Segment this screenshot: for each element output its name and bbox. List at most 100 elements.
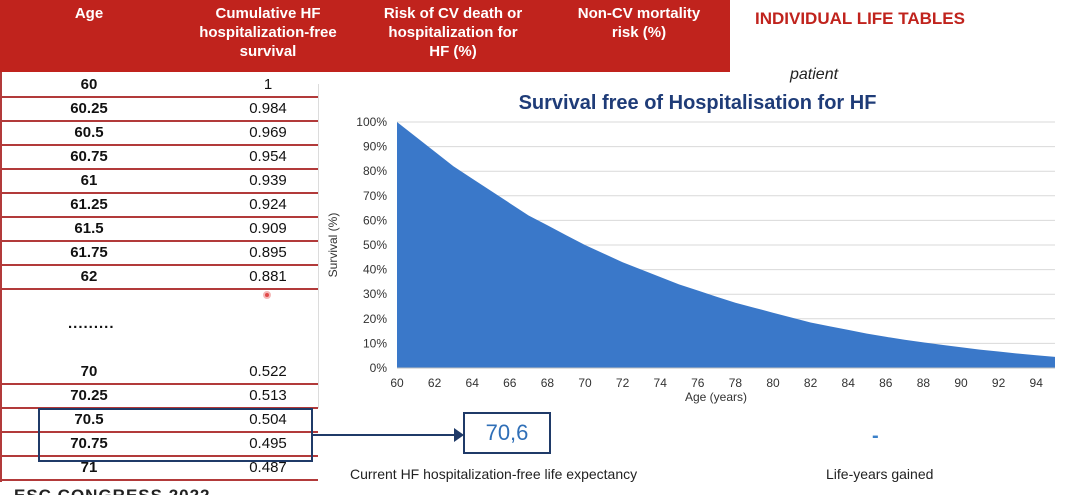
cell-age: 61.75 [70, 244, 108, 261]
x-tick-label: 76 [691, 376, 705, 390]
arrow-head-icon [454, 428, 464, 442]
x-tick-label: 90 [954, 376, 968, 390]
x-tick-label: 86 [879, 376, 893, 390]
y-tick-label: 70% [363, 189, 387, 203]
y-tick-label: 0% [370, 361, 388, 375]
header-survival-line: Cumulative HF [215, 5, 321, 22]
table-row: 60.25 0.984 [0, 98, 318, 122]
cell-age: 71 [80, 459, 98, 476]
x-tick-label: 70 [578, 376, 592, 390]
table-row: 61 0.939 [0, 170, 318, 194]
life-years-value: - [872, 425, 879, 447]
table-row: 60.75 0.954 [0, 146, 318, 170]
cell-survival: 0.954 [249, 148, 287, 165]
cell-age: 61 [80, 172, 98, 189]
life-expectancy-value: 70,6 [463, 412, 551, 454]
table-row: 71 0.487 [0, 457, 318, 481]
x-tick-label: 88 [917, 376, 931, 390]
cell-age: 61.25 [70, 196, 108, 213]
table-row: 70 0.522 [0, 361, 318, 385]
individual-life-tables-title: INDIVIDUAL LIFE TABLES [755, 9, 965, 28]
table-row: 61.75 0.895 [0, 242, 318, 266]
cell-age: 60.75 [70, 148, 108, 165]
cell-survival: 0.924 [249, 196, 287, 213]
cell-age: 70.75 [70, 435, 108, 452]
header-cv-line: Risk of CV death or [383, 5, 523, 22]
x-tick-label: 62 [428, 376, 442, 390]
table-row: 62 0.881 [0, 266, 318, 290]
cell-age: 70 [80, 363, 98, 380]
table-row: 70.25 0.513 [0, 385, 318, 409]
life-expectancy-label: Current HF hospitalization-free life exp… [350, 466, 638, 482]
x-tick-label: 80 [766, 376, 780, 390]
header-age: Age [74, 5, 104, 22]
chart-canvas: 0% 10% 20% 30% 40% 50% 60% 70% 80% 90% 100% 60 62 64 6… [326, 115, 1055, 404]
x-tick-label: 94 [1030, 376, 1044, 390]
header-noncv-line: risk (%) [611, 24, 667, 41]
y-tick-label: 30% [363, 287, 387, 301]
header-survival-line: survival [239, 43, 297, 60]
cell-age: 61.5 [74, 220, 104, 237]
x-tick-label: 82 [804, 376, 818, 390]
cell-age: 70.5 [74, 411, 104, 428]
y-tick-label: 90% [363, 140, 387, 154]
table-row: 61.25 0.924 [0, 194, 318, 218]
x-tick-label: 60 [390, 376, 404, 390]
cell-survival: 0.495 [249, 435, 287, 452]
x-tick-label: 66 [503, 376, 517, 390]
y-tick-label: 40% [363, 263, 387, 277]
table-header: Age Cumulative HF hospitalization-free s… [0, 0, 730, 72]
x-tick-label: 64 [466, 376, 480, 390]
cursor-dot [263, 291, 271, 299]
header-survival-line: hospitalization-free [199, 24, 337, 41]
table-left-border [0, 72, 2, 482]
arrow-line [313, 434, 456, 436]
x-tick-label: 68 [541, 376, 555, 390]
survival-area [397, 122, 1055, 368]
patient-label: patient [790, 66, 839, 83]
y-tick-label: 80% [363, 164, 387, 178]
x-tick-label: 74 [654, 376, 668, 390]
cell-age: 60 [80, 76, 98, 93]
table-row: 70.5 0.504 [0, 409, 318, 433]
header-survival: Cumulative HF hospitalization-free survi… [178, 4, 358, 61]
cell-survival: 0.984 [249, 100, 287, 117]
y-axis-label: Survival (%) [326, 213, 340, 278]
x-tick-label: 78 [729, 376, 743, 390]
survival-chart: 0% 10% 20% 30% 40% 50% 60% 70% 80% 90% 100% 60 62 64 6… [318, 84, 1076, 408]
y-tick-label: 20% [363, 312, 387, 326]
cell-survival: 0.504 [249, 411, 287, 428]
cell-survival: 1 [263, 76, 273, 93]
cell-survival: 0.895 [249, 244, 287, 261]
table-row: 70.75 0.495 [0, 433, 318, 457]
cell-age: 62 [80, 268, 98, 285]
life-years-label: Life-years gained [826, 466, 934, 482]
cell-survival: 0.522 [249, 363, 287, 380]
footer-congress: ESC CONGRESS 2022 [14, 486, 211, 495]
table-ellipsis: ......... [68, 315, 115, 332]
cell-survival: 0.487 [249, 459, 287, 476]
x-tick-label: 84 [842, 376, 856, 390]
cell-survival: 0.909 [249, 220, 287, 237]
cell-age: 70.25 [70, 387, 108, 404]
header-noncv-line: Non-CV mortality [577, 5, 701, 22]
y-tick-label: 50% [363, 238, 387, 252]
header-cv-line: HF (%) [429, 43, 477, 60]
cell-age: 60.25 [70, 100, 108, 117]
table-row: 60.5 0.969 [0, 122, 318, 146]
header-cv-risk: Risk of CV death or hospitalization for … [358, 4, 548, 61]
y-tick-label: 60% [363, 213, 387, 227]
cell-survival: 0.513 [249, 387, 287, 404]
header-cv-line: hospitalization for [388, 24, 518, 41]
x-tick-label: 92 [992, 376, 1006, 390]
cell-survival: 0.881 [249, 268, 287, 285]
cell-survival: 0.969 [249, 124, 287, 141]
table-row: 61.5 0.909 [0, 218, 318, 242]
header-noncv-risk: Non-CV mortality risk (%) [548, 4, 730, 42]
y-tick-label: 10% [363, 336, 387, 350]
y-tick-label: 100% [356, 115, 387, 129]
highlight-box [38, 408, 313, 462]
cell-survival: 0.939 [249, 172, 287, 189]
x-axis-label: Age (years) [685, 390, 747, 404]
cell-age: 60.5 [74, 124, 104, 141]
